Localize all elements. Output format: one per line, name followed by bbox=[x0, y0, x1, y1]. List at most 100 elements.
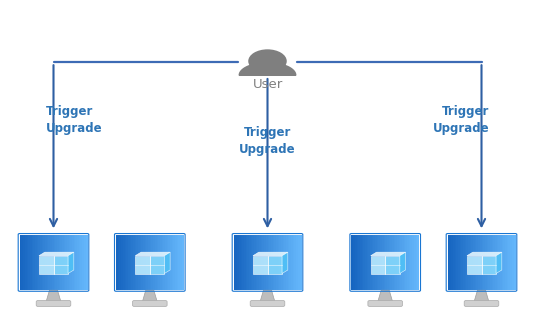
Bar bbox=[495, 235, 497, 290]
Bar bbox=[356, 235, 359, 290]
Bar bbox=[363, 235, 365, 290]
Polygon shape bbox=[385, 256, 400, 274]
Bar bbox=[493, 235, 495, 290]
Bar bbox=[128, 235, 130, 290]
Bar bbox=[136, 235, 139, 290]
Bar bbox=[269, 235, 271, 290]
Bar bbox=[402, 235, 404, 290]
Bar bbox=[175, 235, 177, 290]
Polygon shape bbox=[282, 252, 288, 274]
FancyBboxPatch shape bbox=[36, 300, 71, 306]
Bar bbox=[239, 235, 241, 290]
Bar bbox=[296, 235, 299, 290]
Bar bbox=[47, 235, 49, 290]
Bar bbox=[253, 235, 255, 290]
Bar bbox=[514, 235, 516, 290]
Bar bbox=[416, 235, 418, 290]
Bar bbox=[390, 235, 393, 290]
Bar bbox=[285, 235, 287, 290]
Bar bbox=[461, 235, 463, 290]
Bar bbox=[155, 235, 157, 290]
Polygon shape bbox=[260, 290, 275, 302]
Bar bbox=[468, 235, 470, 290]
Bar bbox=[40, 235, 42, 290]
FancyBboxPatch shape bbox=[368, 300, 402, 306]
Bar bbox=[377, 235, 379, 290]
Bar bbox=[162, 235, 164, 290]
Bar bbox=[118, 235, 120, 290]
Bar bbox=[490, 235, 492, 290]
Bar bbox=[496, 235, 499, 290]
Bar bbox=[375, 235, 377, 290]
Bar bbox=[45, 235, 47, 290]
Bar bbox=[261, 235, 263, 290]
Bar bbox=[414, 235, 416, 290]
Bar bbox=[278, 235, 280, 290]
FancyBboxPatch shape bbox=[464, 300, 499, 306]
Bar bbox=[384, 235, 386, 290]
Polygon shape bbox=[371, 256, 385, 274]
Bar bbox=[286, 235, 288, 290]
Bar bbox=[378, 235, 381, 290]
Bar bbox=[266, 235, 268, 290]
Bar bbox=[453, 235, 455, 290]
Bar bbox=[477, 235, 479, 290]
Bar bbox=[32, 235, 34, 290]
Bar bbox=[399, 235, 401, 290]
Bar bbox=[74, 235, 76, 290]
Bar bbox=[64, 235, 66, 290]
Bar bbox=[25, 235, 27, 290]
Bar bbox=[400, 235, 402, 290]
Polygon shape bbox=[253, 252, 288, 256]
Bar bbox=[135, 235, 137, 290]
Polygon shape bbox=[68, 252, 74, 274]
Bar bbox=[502, 235, 504, 290]
Bar bbox=[123, 235, 125, 290]
Bar bbox=[485, 235, 487, 290]
Polygon shape bbox=[371, 252, 406, 256]
Bar bbox=[499, 235, 501, 290]
Bar bbox=[167, 235, 169, 290]
Bar bbox=[451, 235, 453, 290]
Bar bbox=[455, 235, 457, 290]
Polygon shape bbox=[142, 290, 157, 302]
Bar bbox=[133, 235, 135, 290]
Bar bbox=[35, 235, 37, 290]
Bar bbox=[179, 235, 181, 290]
Bar bbox=[503, 235, 506, 290]
Bar bbox=[353, 235, 355, 290]
Polygon shape bbox=[268, 256, 282, 274]
Bar bbox=[237, 235, 239, 290]
Bar bbox=[507, 235, 509, 290]
Polygon shape bbox=[164, 252, 170, 274]
Bar bbox=[28, 235, 30, 290]
Bar bbox=[75, 235, 78, 290]
Bar bbox=[84, 235, 86, 290]
Bar bbox=[249, 235, 251, 290]
Bar bbox=[23, 235, 25, 290]
Bar bbox=[20, 235, 22, 290]
Bar bbox=[138, 235, 140, 290]
Bar bbox=[246, 235, 248, 290]
Bar bbox=[382, 235, 384, 290]
Bar bbox=[486, 235, 489, 290]
Polygon shape bbox=[467, 252, 502, 256]
Bar bbox=[300, 235, 302, 290]
Bar bbox=[500, 235, 502, 290]
Bar bbox=[72, 235, 74, 290]
Bar bbox=[366, 235, 369, 290]
FancyBboxPatch shape bbox=[133, 300, 167, 306]
Bar bbox=[274, 235, 277, 290]
Polygon shape bbox=[474, 290, 489, 302]
Bar bbox=[54, 235, 56, 290]
Bar bbox=[482, 235, 484, 290]
Bar bbox=[180, 235, 182, 290]
Bar bbox=[373, 235, 376, 290]
Bar bbox=[170, 235, 172, 290]
Bar bbox=[271, 235, 273, 290]
Bar bbox=[65, 235, 67, 290]
Bar bbox=[473, 235, 475, 290]
Bar bbox=[30, 235, 32, 290]
Polygon shape bbox=[400, 252, 406, 274]
Bar bbox=[281, 235, 283, 290]
